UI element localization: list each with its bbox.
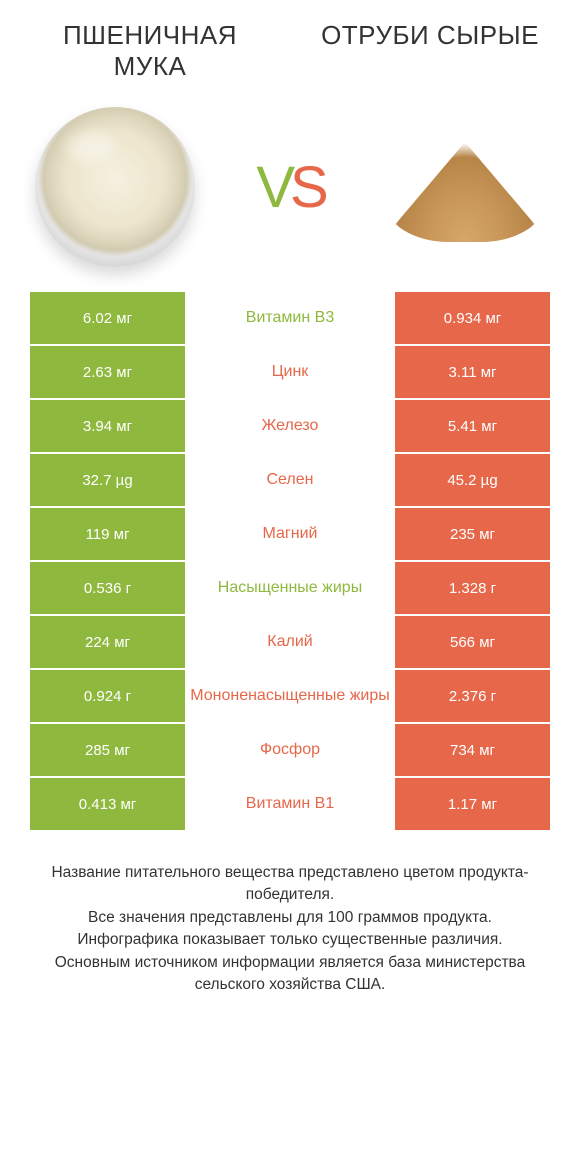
right-value: 734 мг [395,724,550,776]
nutrient-label: Насыщенные жиры [185,562,395,614]
right-value: 566 мг [395,616,550,668]
left-value: 0.924 г [30,670,185,722]
vs-label: VS [256,154,323,221]
nutrient-label: Цинк [185,346,395,398]
left-value: 3.94 мг [30,400,185,452]
table-row: 3.94 мгЖелезо5.41 мг [30,400,550,452]
table-row: 224 мгКалий566 мг [30,616,550,668]
right-value: 1.17 мг [395,778,550,830]
footer-line: Основным источником информации является … [30,952,550,997]
right-title: ОТРУБИ СЫРЫЕ [320,20,540,82]
left-value: 32.7 µg [30,454,185,506]
right-food-image [380,102,550,272]
footer-notes: Название питательного вещества представл… [0,832,580,1017]
right-value: 3.11 мг [395,346,550,398]
footer-line: Все значения представлены для 100 граммо… [30,907,550,929]
right-value: 45.2 µg [395,454,550,506]
left-value: 224 мг [30,616,185,668]
nutrient-label: Мононенасыщенные жиры [185,670,395,722]
right-value: 2.376 г [395,670,550,722]
nutrient-label: Селен [185,454,395,506]
nutrient-label: Фосфор [185,724,395,776]
left-title: ПШЕНИЧНАЯ МУКА [40,20,260,82]
left-value: 6.02 мг [30,292,185,344]
table-row: 0.413 мгВитамин B11.17 мг [30,778,550,830]
bran-pile-icon [385,132,545,242]
table-row: 285 мгФосфор734 мг [30,724,550,776]
right-value: 5.41 мг [395,400,550,452]
left-value: 0.413 мг [30,778,185,830]
flour-bowl-icon [35,107,195,267]
left-value: 0.536 г [30,562,185,614]
footer-line: Название питательного вещества представл… [30,862,550,907]
images-row: VS [0,92,580,292]
header: ПШЕНИЧНАЯ МУКА ОТРУБИ СЫРЫЕ [0,0,580,92]
table-row: 6.02 мгВитамин B30.934 мг [30,292,550,344]
table-row: 32.7 µgСелен45.2 µg [30,454,550,506]
vs-v: V [256,155,290,220]
right-value: 235 мг [395,508,550,560]
table-row: 119 мгМагний235 мг [30,508,550,560]
left-value: 2.63 мг [30,346,185,398]
table-row: 0.924 гМононенасыщенные жиры2.376 г [30,670,550,722]
nutrient-label: Железо [185,400,395,452]
left-food-image [30,102,200,272]
nutrient-label: Витамин B1 [185,778,395,830]
footer-line: Инфографика показывает только существенн… [30,929,550,951]
comparison-table: 6.02 мгВитамин B30.934 мг2.63 мгЦинк3.11… [0,292,580,832]
nutrient-label: Магний [185,508,395,560]
left-value: 119 мг [30,508,185,560]
nutrient-label: Витамин B3 [185,292,395,344]
right-value: 1.328 г [395,562,550,614]
right-value: 0.934 мг [395,292,550,344]
vs-s: S [290,155,324,220]
table-row: 2.63 мгЦинк3.11 мг [30,346,550,398]
left-value: 285 мг [30,724,185,776]
nutrient-label: Калий [185,616,395,668]
table-row: 0.536 гНасыщенные жиры1.328 г [30,562,550,614]
